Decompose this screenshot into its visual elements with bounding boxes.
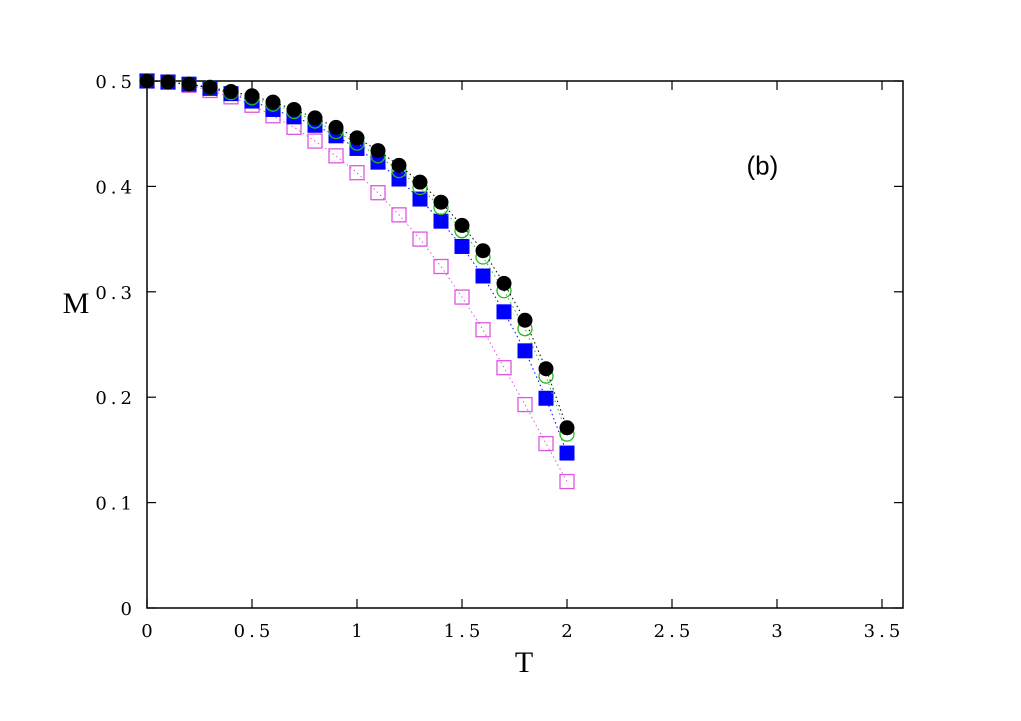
- data-point: [433, 194, 449, 210]
- data-point: [559, 420, 575, 436]
- series-circle-filled: [139, 73, 575, 436]
- data-point: [475, 322, 491, 338]
- x-tick-label: 2.5: [654, 621, 695, 642]
- data-point: [370, 185, 386, 201]
- y-axis-label: M: [63, 287, 90, 320]
- y-tick-label: 0.3: [95, 283, 136, 304]
- data-point: [139, 73, 155, 89]
- data-point: [433, 258, 449, 275]
- x-tick-label: 1.5: [444, 621, 485, 642]
- plot-frame: [146, 80, 904, 609]
- data-point: [307, 133, 323, 149]
- data-point: [433, 213, 449, 229]
- data-point: [328, 119, 344, 135]
- data-point: [349, 130, 365, 146]
- data-point: [370, 143, 386, 159]
- data-point: [454, 289, 470, 305]
- x-tick-label: 0: [141, 621, 156, 642]
- data-point: [454, 217, 470, 233]
- data-point: [559, 445, 575, 461]
- data-point: [412, 231, 428, 247]
- data-point: [559, 473, 575, 490]
- y-tick-label: 0.4: [95, 177, 136, 198]
- y-tick-label: 0: [121, 599, 136, 620]
- series-layer: [139, 73, 575, 490]
- x-tick-label: 1: [351, 621, 366, 642]
- data-point: [244, 88, 260, 104]
- data-point: [496, 360, 512, 376]
- data-point: [538, 390, 554, 406]
- data-point: [223, 84, 239, 100]
- data-point: [391, 207, 407, 223]
- panel-annotation: (b): [747, 150, 779, 180]
- data-point: [391, 157, 407, 173]
- data-point: [307, 110, 323, 126]
- x-tick-label: 0.5: [234, 621, 275, 642]
- data-point: [538, 361, 554, 377]
- data-point: [202, 79, 218, 95]
- data-point: [349, 165, 365, 181]
- data-point: [475, 243, 491, 259]
- x-tick-label: 3: [771, 621, 786, 642]
- y-tick-label: 0.5: [95, 72, 136, 93]
- data-point: [265, 94, 281, 110]
- data-point: [517, 343, 533, 359]
- data-point: [286, 101, 302, 117]
- data-point: [328, 148, 344, 164]
- data-point: [412, 174, 428, 190]
- tick-labels: 0 0.5 1 1.5 2 2.5 3 3.5 0 0.1 0.2 0.3 0.4 0.5: [95, 72, 905, 642]
- data-point: [517, 312, 533, 328]
- x-tick-label: 2: [561, 621, 576, 642]
- data-point: [181, 76, 197, 92]
- y-tick-label: 0.2: [95, 388, 136, 409]
- axes: [146, 80, 904, 609]
- data-point: [496, 304, 512, 320]
- series-circle-open: [139, 73, 575, 442]
- data-point: [517, 396, 533, 413]
- data-point: [412, 191, 428, 207]
- x-axis-label: T: [515, 646, 533, 679]
- data-point: [496, 275, 512, 291]
- data-point: [160, 74, 176, 90]
- x-tick-label: 3.5: [864, 621, 905, 642]
- series-line: [146, 80, 568, 482]
- data-point: [538, 435, 554, 452]
- data-point: [391, 171, 407, 187]
- y-tick-label: 0.1: [95, 494, 136, 515]
- data-point: [454, 238, 470, 254]
- data-point: [475, 268, 491, 284]
